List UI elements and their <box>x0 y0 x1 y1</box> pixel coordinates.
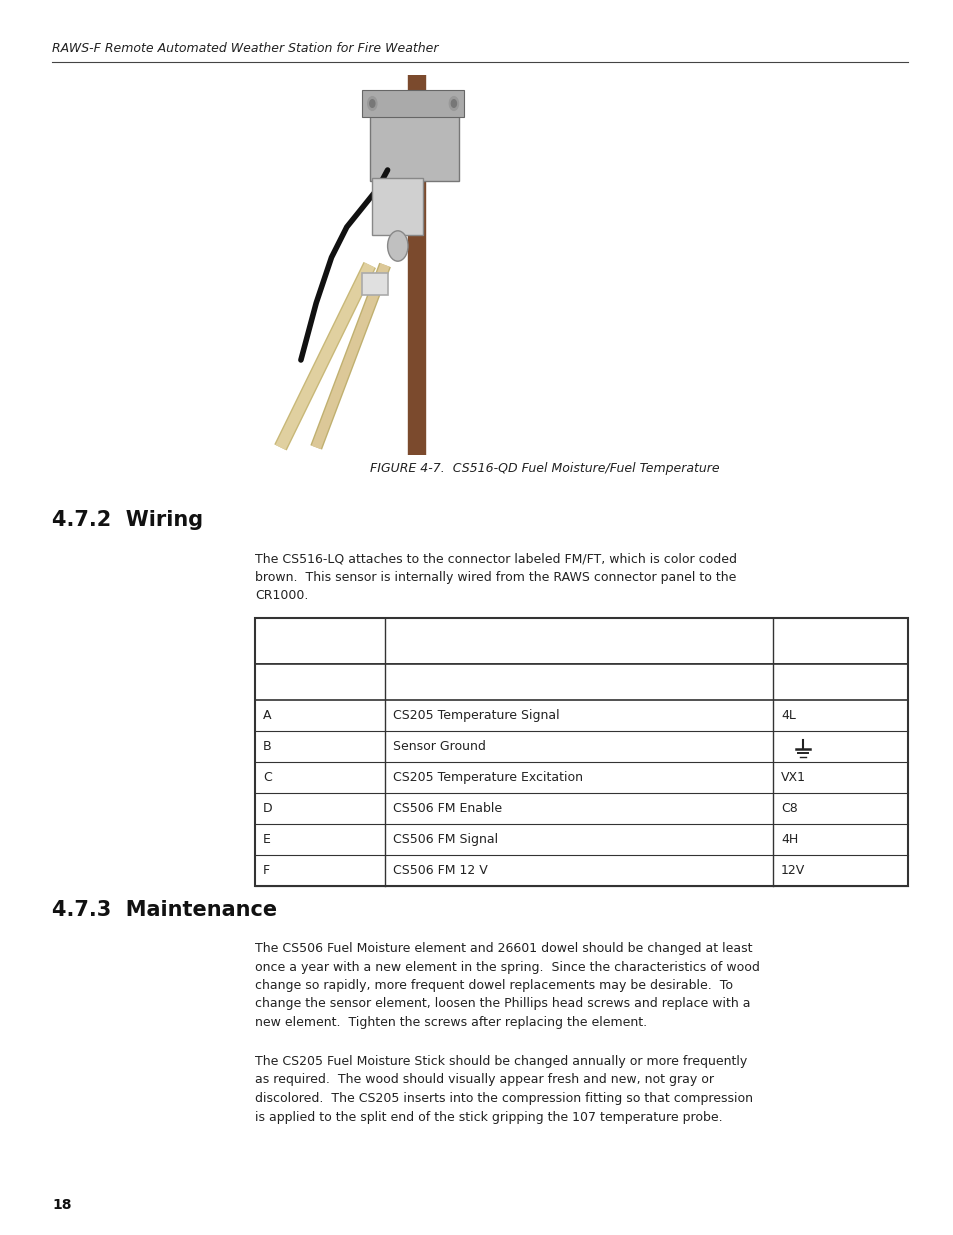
Bar <box>362 90 463 117</box>
Text: CS506 FM Signal: CS506 FM Signal <box>393 832 497 846</box>
Text: The CS506 Fuel Moisture element and 26601 dowel should be changed at least
once : The CS506 Fuel Moisture element and 2660… <box>254 942 760 1029</box>
Text: D: D <box>263 802 273 815</box>
Circle shape <box>449 96 458 110</box>
Circle shape <box>451 100 456 107</box>
Bar <box>254 618 907 664</box>
Text: VX1: VX1 <box>781 771 805 784</box>
Bar <box>362 273 387 295</box>
Bar <box>254 664 907 700</box>
Text: C8: C8 <box>781 802 797 815</box>
Text: CS506 FM 12 V: CS506 FM 12 V <box>393 864 487 877</box>
Text: 4.7.3  Maintenance: 4.7.3 Maintenance <box>52 900 276 920</box>
Bar <box>254 618 907 885</box>
Text: Sensor Ground: Sensor Ground <box>393 740 485 753</box>
Text: CS205 Temperature Signal: CS205 Temperature Signal <box>393 709 559 722</box>
Bar <box>408 56 424 454</box>
Text: The CS516-LQ attaches to the connector labeled FM/FT, which is color coded
brown: The CS516-LQ attaches to the connector l… <box>254 552 737 601</box>
Text: CS205 Temperature Excitation: CS205 Temperature Excitation <box>393 771 582 784</box>
Text: FIGURE 4-7.  CS516-QD Fuel Moisture/Fuel Temperature: FIGURE 4-7. CS516-QD Fuel Moisture/Fuel … <box>370 462 719 475</box>
Text: E: E <box>263 832 271 846</box>
Text: 4H: 4H <box>781 832 798 846</box>
Text: 4L: 4L <box>781 709 795 722</box>
Text: B: B <box>263 740 272 753</box>
Text: 18: 18 <box>52 1198 71 1212</box>
Text: The CS205 Fuel Moisture Stick should be changed annually or more frequently
as r: The CS205 Fuel Moisture Stick should be … <box>254 1055 752 1124</box>
Circle shape <box>370 100 375 107</box>
Bar <box>370 94 458 182</box>
Text: F: F <box>263 864 270 877</box>
Text: A: A <box>263 709 272 722</box>
Circle shape <box>367 96 376 110</box>
Text: C: C <box>263 771 272 784</box>
Text: Connector Pin: Connector Pin <box>263 676 361 688</box>
Text: CR1000 Terminal: CR1000 Terminal <box>781 676 899 688</box>
Text: 12V: 12V <box>781 864 804 877</box>
Text: CS506 FM Enable: CS506 FM Enable <box>393 802 501 815</box>
Text: Description: Description <box>393 676 473 688</box>
Text: TABLE 4-7.  FM/FT Connector (color coded brown): TABLE 4-7. FM/FT Connector (color coded … <box>395 635 766 647</box>
Bar <box>372 178 423 235</box>
Text: 4.7.2  Wiring: 4.7.2 Wiring <box>52 510 203 530</box>
Circle shape <box>387 231 408 261</box>
Text: RAWS-F Remote Automated Weather Station for Fire Weather: RAWS-F Remote Automated Weather Station … <box>52 42 438 56</box>
